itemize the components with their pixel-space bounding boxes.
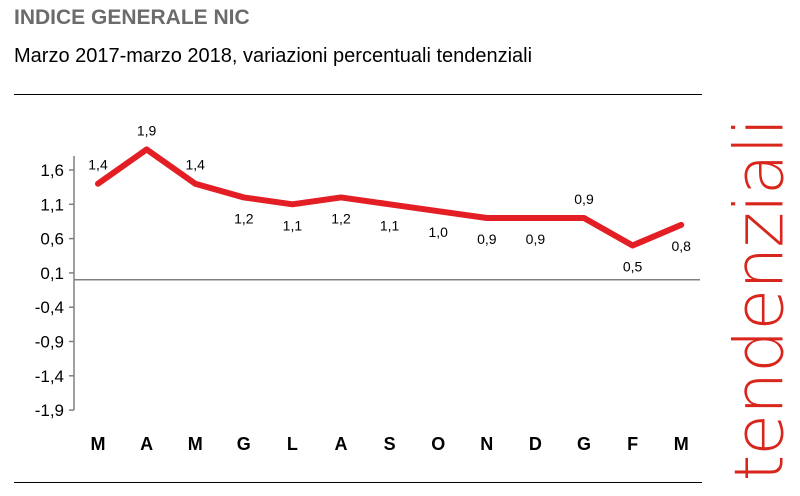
chart-axes — [73, 156, 700, 411]
x-category-label: G — [577, 434, 591, 454]
x-category-label: A — [140, 434, 153, 454]
top-divider — [14, 94, 702, 95]
data-label: 0,8 — [671, 238, 691, 254]
data-label: 0,9 — [477, 231, 497, 247]
data-label: 1,4 — [88, 157, 108, 173]
data-point — [291, 203, 293, 205]
y-tick-label: 1,6 — [40, 161, 64, 180]
x-category-label: F — [627, 434, 638, 454]
y-tick-label: 1,1 — [40, 195, 64, 214]
data-label: 1,2 — [331, 210, 351, 226]
data-label: 0,9 — [574, 191, 594, 207]
data-point — [340, 196, 342, 198]
data-point — [243, 196, 245, 198]
x-category-label: N — [480, 434, 493, 454]
data-point — [389, 203, 391, 205]
chart-subtitle: Marzo 2017-marzo 2018, variazioni percen… — [14, 45, 533, 67]
x-category-label: A — [335, 434, 348, 454]
x-category-label: L — [287, 434, 298, 454]
chart-title: INDICE GENERALE NIC — [14, 6, 250, 29]
chart-series — [95, 146, 685, 249]
x-category-label: M — [674, 434, 689, 454]
data-label: 1,4 — [185, 157, 205, 173]
bottom-divider — [14, 482, 702, 483]
x-category-label: O — [431, 434, 445, 454]
data-label: 0,5 — [623, 258, 643, 274]
y-tick-label: -0,9 — [35, 333, 64, 352]
data-point — [97, 183, 99, 185]
data-point — [146, 148, 148, 150]
data-point — [534, 217, 536, 219]
y-tick-label: 0,1 — [40, 264, 64, 283]
data-label: 1,0 — [428, 224, 448, 240]
data-point — [194, 183, 196, 185]
data-point — [486, 217, 488, 219]
y-tick-label: -0,4 — [35, 298, 64, 317]
x-category-label: M — [188, 434, 203, 454]
data-label: 1,1 — [283, 217, 303, 233]
x-category-label: D — [529, 434, 542, 454]
data-label: 1,1 — [380, 217, 400, 233]
data-labels: 1,4 1,9 1,4 1,2 1,1 1,2 1,1 1,0 0,9 0,9 0,9 0,5 0,8 — [88, 122, 691, 274]
y-tick-label: -1,9 — [35, 401, 64, 420]
y-tick-label: 0,6 — [40, 230, 64, 249]
x-category-label: G — [237, 434, 251, 454]
x-category-label: M — [91, 434, 106, 454]
data-label: 0,9 — [526, 231, 546, 247]
data-label: 1,9 — [137, 122, 157, 138]
data-point — [632, 244, 634, 246]
data-point — [680, 224, 682, 226]
x-category-label: S — [384, 434, 396, 454]
y-tick-label: -1,4 — [35, 367, 64, 386]
data-point — [583, 217, 585, 219]
data-label: 1,2 — [234, 210, 254, 226]
data-point — [437, 210, 439, 212]
y-axis-ticks: 1,6 1,1 0,6 0,1 -0,4 -0,9 -1,4 -1,9 — [35, 161, 74, 420]
